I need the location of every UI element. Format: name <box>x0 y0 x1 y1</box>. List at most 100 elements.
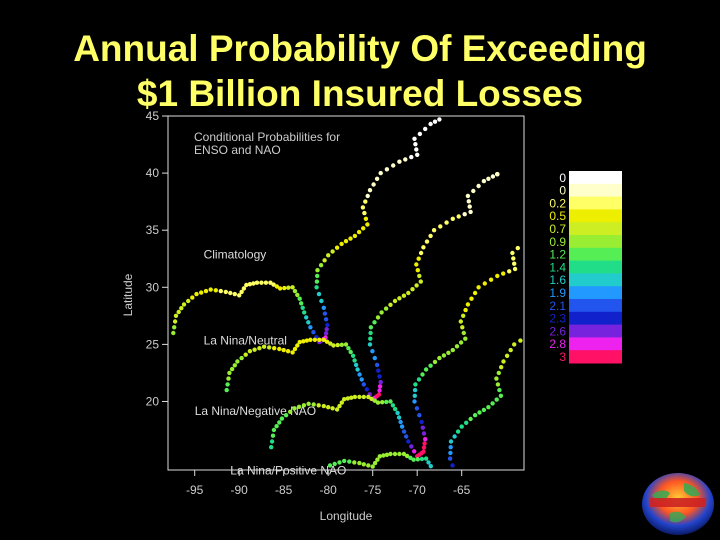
data-point <box>223 289 228 295</box>
legend-swatch <box>569 209 622 223</box>
legend-label: 2.8 <box>549 337 566 351</box>
data-point <box>371 182 376 187</box>
data-point <box>458 340 464 345</box>
data-point <box>378 379 383 385</box>
data-point <box>494 376 499 381</box>
data-point <box>378 170 383 176</box>
data-point <box>515 245 520 251</box>
data-point <box>412 449 417 454</box>
data-point <box>359 377 364 382</box>
data-point <box>437 117 442 122</box>
legend-label: 0 <box>559 171 566 185</box>
data-point <box>311 402 316 407</box>
data-point <box>518 338 523 343</box>
data-point <box>419 419 424 425</box>
data-point <box>316 291 322 297</box>
data-point <box>399 424 405 429</box>
color-legend: 000.20.50.70.91.21.41.61.92.12.32.62.83 <box>549 171 622 364</box>
panel-label: La Nina/Positive NAO <box>230 464 346 478</box>
data-point <box>476 285 481 290</box>
data-point <box>347 459 352 464</box>
data-point <box>316 403 321 408</box>
data-point <box>512 261 517 266</box>
data-point <box>235 359 240 364</box>
data-point <box>419 456 425 462</box>
data-point <box>463 307 468 313</box>
data-point <box>282 285 287 291</box>
data-point <box>490 401 495 406</box>
data-point <box>404 434 409 439</box>
data-point <box>301 339 306 344</box>
data-point <box>462 212 467 217</box>
data-point <box>306 320 311 325</box>
data-point <box>450 347 455 353</box>
legend-label: 0.9 <box>549 235 566 249</box>
data-point <box>281 347 286 353</box>
data-point <box>232 291 237 297</box>
data-point <box>415 268 420 273</box>
data-point <box>367 342 373 347</box>
data-point <box>357 372 362 377</box>
data-point <box>267 345 272 350</box>
data-point <box>458 319 463 324</box>
data-point <box>365 222 370 227</box>
data-point <box>499 365 504 370</box>
data-point <box>363 199 368 204</box>
data-point <box>497 387 502 393</box>
data-point <box>395 410 400 416</box>
chart-title: Conditional Probabilities for ENSO and N… <box>194 130 343 157</box>
data-point <box>450 463 455 468</box>
data-point <box>297 296 302 301</box>
data-point <box>377 454 382 459</box>
data-point <box>361 226 366 231</box>
data-point <box>461 313 466 318</box>
data-point <box>412 136 417 141</box>
data-point <box>360 205 366 210</box>
data-point <box>241 286 247 291</box>
data-point <box>326 405 331 410</box>
data-point <box>304 315 309 320</box>
data-point <box>426 460 431 465</box>
data-point <box>370 464 375 469</box>
data-point <box>459 424 464 429</box>
data-point <box>376 368 381 373</box>
data-point <box>292 346 298 352</box>
data-point <box>511 256 516 261</box>
data-point <box>381 453 386 458</box>
data-point <box>319 298 324 304</box>
data-point <box>364 387 369 392</box>
data-point <box>239 355 244 361</box>
data-point <box>352 358 357 363</box>
data-point <box>352 394 358 400</box>
data-point <box>481 407 487 413</box>
data-point <box>448 439 454 444</box>
slide-title-line-1: Annual Probability Of Exceeding <box>73 28 647 69</box>
data-point <box>325 322 330 328</box>
data-point <box>454 344 460 349</box>
legend-label: 0.2 <box>549 196 566 210</box>
data-point <box>337 403 342 409</box>
data-point <box>417 273 422 279</box>
data-point <box>512 342 517 347</box>
data-point <box>315 273 320 279</box>
globe-logo-icon <box>642 473 714 535</box>
data-point <box>297 339 302 345</box>
data-point <box>343 239 349 244</box>
data-point <box>376 392 382 397</box>
data-point <box>334 245 340 250</box>
panel-label: La Nina/Neutral <box>204 333 287 347</box>
data-point <box>384 452 390 457</box>
data-point <box>438 224 443 229</box>
data-point <box>296 404 302 409</box>
data-point <box>408 455 413 460</box>
data-point <box>314 285 319 290</box>
data-point <box>413 382 418 387</box>
data-point <box>379 310 384 315</box>
data-point <box>388 451 393 457</box>
data-points <box>171 117 523 469</box>
data-point <box>372 460 378 466</box>
data-point <box>247 349 253 354</box>
data-point <box>311 330 316 335</box>
data-point <box>368 336 373 341</box>
